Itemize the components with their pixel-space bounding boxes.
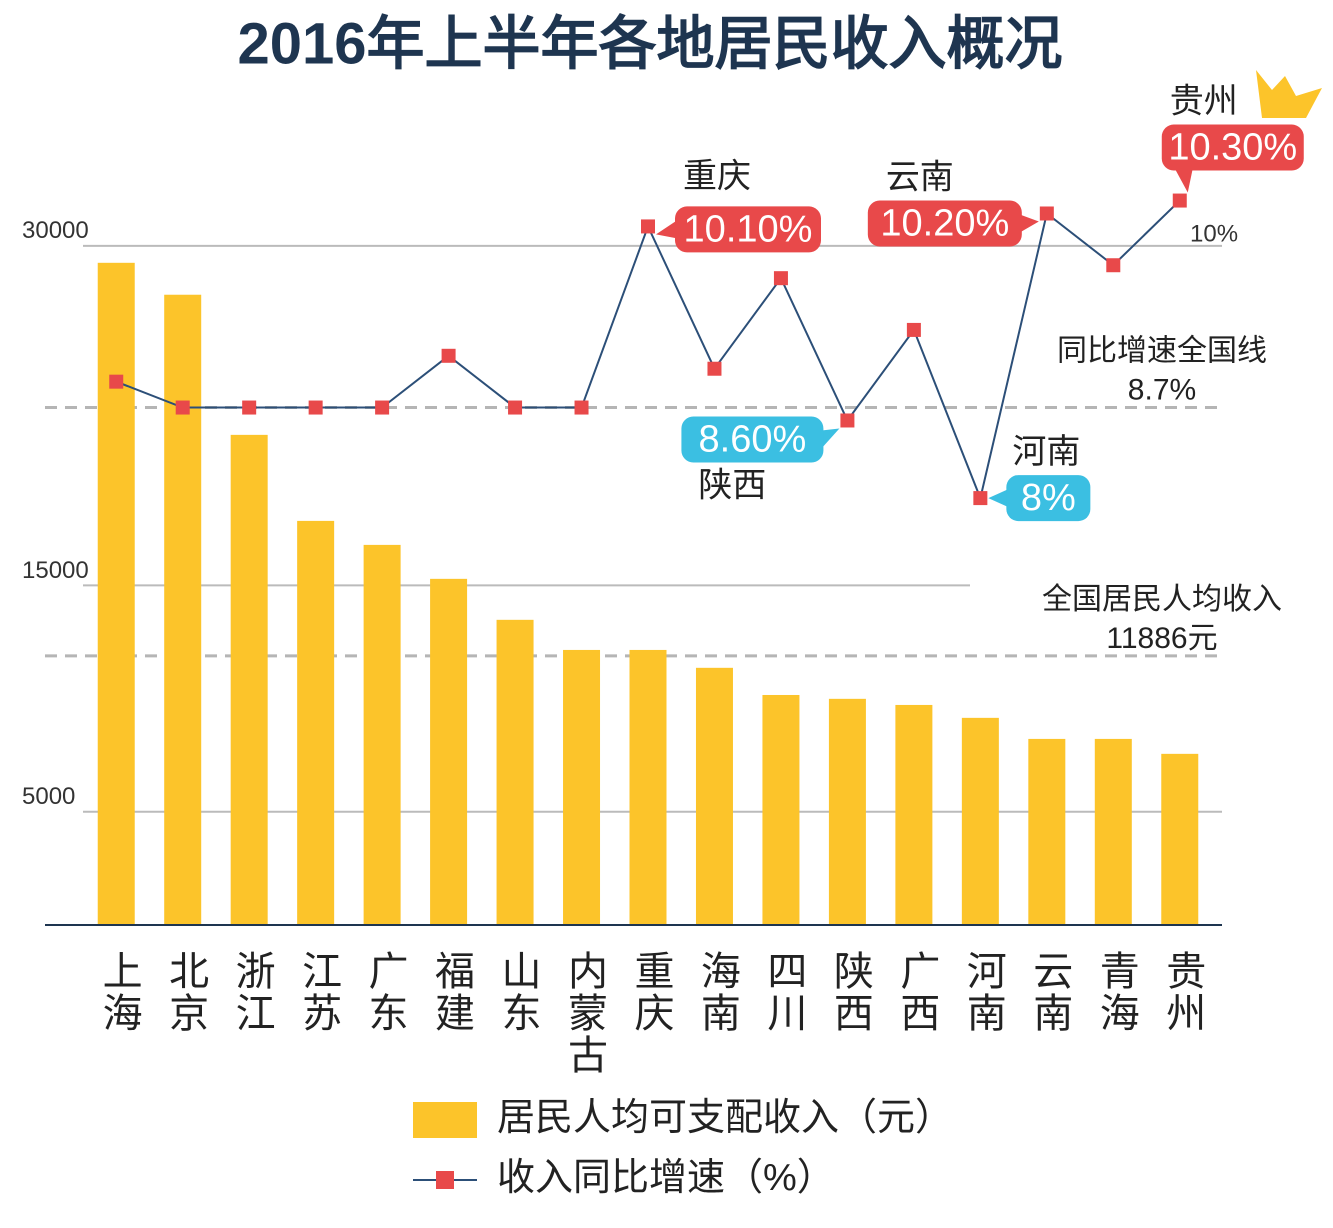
callout-bubble	[867, 200, 1022, 247]
line-marker	[574, 400, 589, 415]
line-marker	[375, 400, 390, 415]
reference-label: 同比增速全国线	[1057, 334, 1267, 367]
callout: 10.20% 云南	[867, 158, 1039, 247]
callout: 10.30% 贵州	[1161, 83, 1304, 193]
callout-name: 河南	[1012, 433, 1080, 471]
callout-name: 贵州	[1170, 83, 1238, 121]
x-tick-label: 江苏	[296, 950, 341, 1034]
reference-label: 全国居民人均收入	[1042, 583, 1282, 616]
x-tick-label: 浙江	[230, 950, 275, 1034]
data-label: 8%	[1021, 477, 1076, 519]
x-tick-label: 河南	[961, 950, 1006, 1034]
bar	[363, 544, 401, 925]
line-marker	[441, 348, 456, 363]
x-tick-label: 贵州	[1160, 950, 1205, 1034]
x-tick-label: 四川	[761, 950, 806, 1034]
data-label: 10.20%	[880, 203, 1009, 245]
bar	[1161, 753, 1199, 925]
legend-marker	[436, 1171, 454, 1189]
x-tick-label: 山东	[495, 950, 539, 1034]
callout-name: 云南	[886, 158, 954, 196]
line-marker	[242, 400, 257, 415]
line-marker	[109, 374, 124, 389]
bar	[1028, 738, 1066, 925]
bar	[496, 619, 534, 925]
line-marker	[773, 271, 788, 286]
line-marker	[175, 400, 190, 415]
x-tick-label: 海南	[695, 950, 740, 1034]
bar	[230, 434, 268, 925]
x-tick-label: 广东	[363, 950, 408, 1034]
x-tick-label: 陕西	[828, 950, 872, 1034]
bar	[297, 520, 335, 925]
y-tick-label: 15000	[22, 557, 89, 584]
x-tick-label: 重庆	[628, 950, 673, 1034]
y-tick-label: 30000	[22, 217, 89, 244]
legend-label: 居民人均可支配收入（元）	[497, 1097, 953, 1139]
line-marker	[1039, 206, 1054, 221]
callout-name: 重庆	[683, 157, 751, 195]
data-label: 10.10%	[684, 208, 813, 250]
callout-bubble	[1161, 124, 1304, 171]
bar	[828, 698, 866, 925]
legend-swatch	[413, 1102, 477, 1138]
callout-pointer	[821, 428, 840, 449]
y2-tick-label: 10%	[1190, 221, 1238, 248]
x-tick-label: 北京	[163, 950, 208, 1034]
x-tick-label: 上海	[97, 950, 142, 1034]
x-tick-label: 云南	[1027, 950, 1071, 1034]
line-marker	[308, 400, 323, 415]
callout-pointer	[1174, 168, 1193, 193]
callout-pointer	[1019, 214, 1039, 233]
crown-icon	[1256, 70, 1322, 118]
callout-name: 陕西	[698, 466, 766, 504]
callout: 10.10% 重庆	[656, 157, 821, 253]
line-marker	[906, 322, 921, 337]
bar	[895, 704, 933, 925]
bar	[695, 667, 733, 925]
callout-bubble	[675, 206, 821, 253]
bar	[164, 294, 202, 925]
y-tick-label: 5000	[22, 783, 75, 810]
reference-value: 8.7%	[1128, 373, 1196, 406]
bar	[762, 694, 800, 925]
callout-bubble	[681, 416, 824, 463]
line-marker	[641, 219, 655, 234]
line-marker	[1172, 193, 1187, 208]
bar	[430, 578, 468, 925]
callout-pointer	[988, 489, 1009, 508]
x-tick-label: 青海	[1094, 950, 1139, 1034]
x-tick-label: 内蒙古	[562, 950, 606, 1076]
callout-bubble	[1006, 475, 1091, 522]
line-marker	[840, 413, 855, 428]
line-marker	[1106, 258, 1121, 273]
line-marker	[508, 400, 523, 415]
x-tick-label: 福建	[429, 950, 475, 1034]
callout-pointer	[656, 220, 677, 239]
callout: 8.60% 陕西	[681, 416, 840, 504]
bar	[563, 649, 601, 925]
callout: 8% 河南	[988, 433, 1091, 522]
chart-title: 2016年上半年各地居民收入概况	[237, 11, 1062, 76]
bar	[97, 262, 135, 925]
data-label: 10.30%	[1168, 127, 1297, 169]
legend-label: 收入同比增速（%）	[497, 1157, 835, 1199]
line-marker	[973, 491, 988, 506]
bar	[1094, 738, 1132, 925]
reference-value: 11886元	[1106, 622, 1217, 655]
x-tick-label: 广西	[894, 950, 939, 1034]
bar	[961, 717, 999, 925]
line-marker	[707, 361, 722, 376]
bar	[629, 649, 667, 925]
data-label: 8.60%	[699, 419, 807, 461]
